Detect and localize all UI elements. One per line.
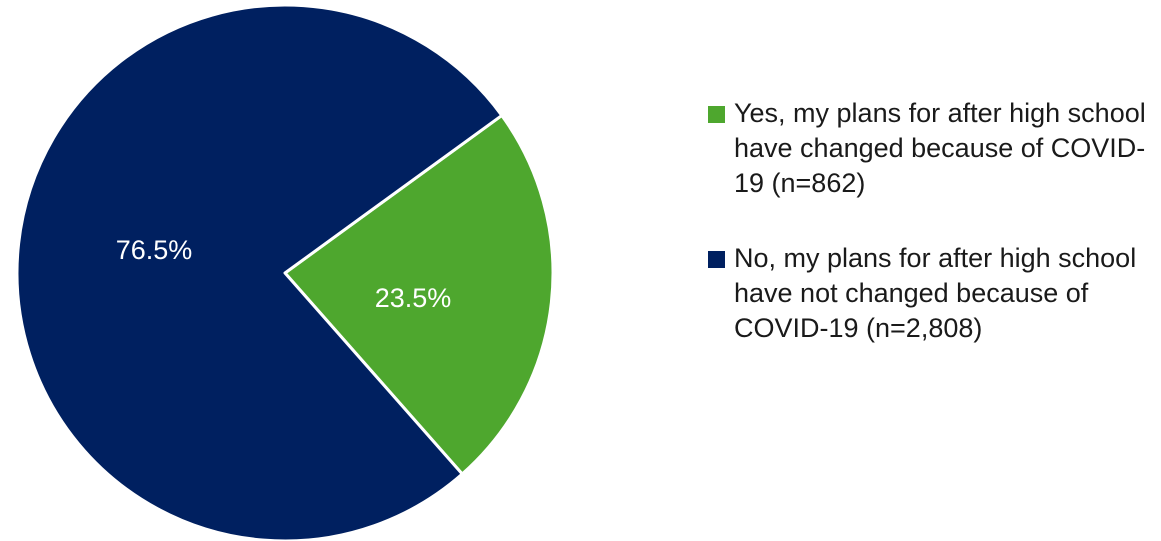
data-label-no: 76.5% bbox=[116, 235, 193, 265]
legend-label-no: No, my plans for after high school have … bbox=[734, 243, 1137, 343]
data-label-yes: 23.5% bbox=[375, 283, 452, 313]
legend-swatch-yes bbox=[708, 106, 725, 123]
legend-item-no: No, my plans for after high school have … bbox=[706, 241, 1156, 346]
legend: Yes, my plans for after high school have… bbox=[706, 96, 1156, 386]
legend-label-yes: Yes, my plans for after high school have… bbox=[734, 98, 1146, 198]
legend-swatch-no bbox=[708, 251, 725, 268]
pie-slice-yes bbox=[283, 113, 555, 476]
legend-item-yes: Yes, my plans for after high school have… bbox=[706, 96, 1156, 201]
